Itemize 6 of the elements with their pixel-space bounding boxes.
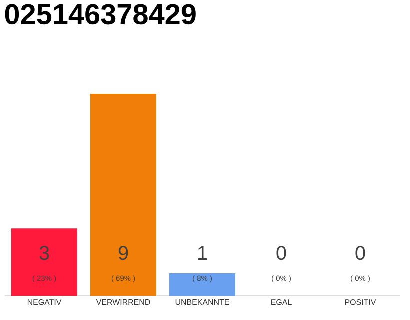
- chart-title: 025146378429: [5, 4, 196, 25]
- data-label: 0: [356, 246, 366, 260]
- data-label: 0: [276, 246, 286, 260]
- data-label: 1: [198, 246, 208, 260]
- data-label: 9: [118, 246, 128, 260]
- data-label: 3: [40, 246, 50, 260]
